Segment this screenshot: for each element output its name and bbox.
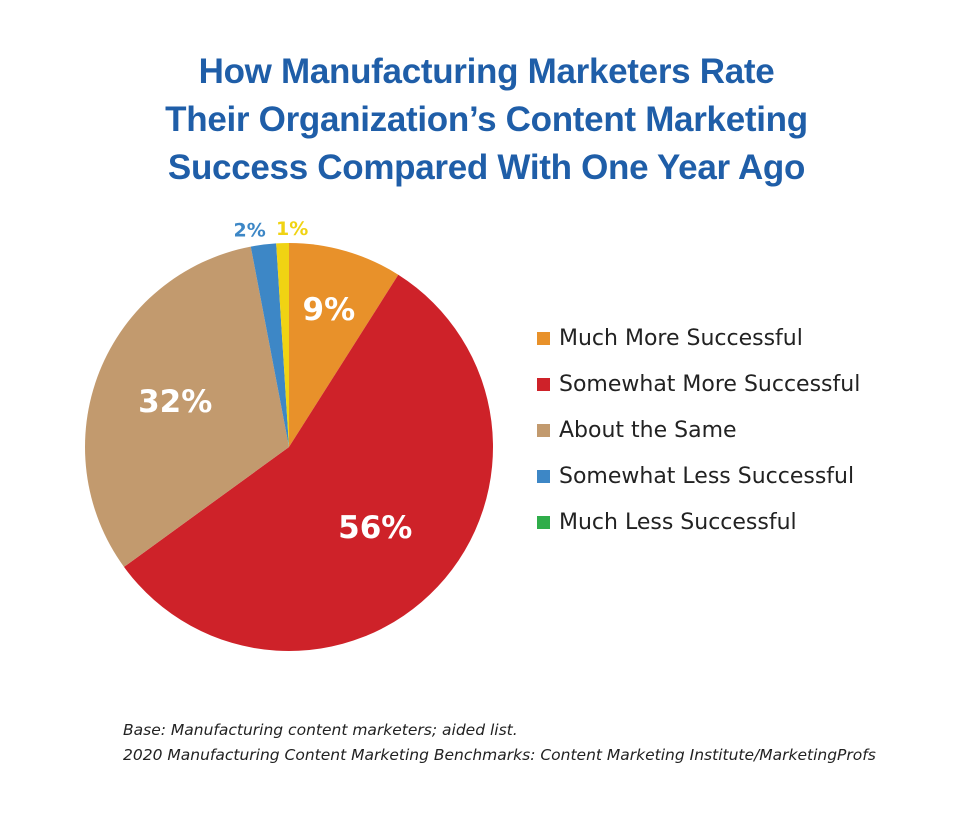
footnote-source: 2020 Manufacturing Content Marketing Ben…: [123, 746, 876, 764]
chart-title: How Manufacturing Marketers Rate Their O…: [0, 48, 973, 192]
legend-label: Much Less Successful: [559, 509, 797, 535]
legend-swatch: [537, 469, 550, 483]
legend-label: Somewhat More Successful: [559, 371, 861, 397]
title-line: How Manufacturing Marketers Rate: [198, 52, 775, 91]
footnote: Base: Manufacturing content marketers; a…: [123, 718, 876, 768]
footnote-base: Base: Manufacturing content marketers; a…: [123, 721, 518, 739]
slice-label: 32%: [138, 384, 212, 420]
slice-label: 56%: [338, 510, 412, 546]
legend-swatch: [537, 377, 550, 391]
legend-label: Much More Successful: [559, 325, 803, 351]
legend-item: Much More Successful: [537, 315, 860, 361]
legend-swatch: [537, 423, 550, 437]
slice-label: 9%: [303, 292, 356, 328]
legend-swatch: [537, 515, 550, 529]
legend-item: About the Same: [537, 407, 860, 453]
legend-label: Somewhat Less Successful: [559, 463, 855, 489]
pie-slice: [289, 243, 399, 447]
legend-item: Somewhat More Successful: [537, 361, 860, 407]
title-line: Their Organization’s Content Marketing: [165, 100, 808, 139]
pie-slice: [84, 246, 289, 567]
slice-label: 1%: [276, 218, 308, 240]
chart-legend: Much More Successful Somewhat More Succe…: [537, 315, 860, 545]
legend-swatch: [537, 331, 550, 345]
title-line: Success Compared With One Year Ago: [167, 148, 806, 187]
slice-label: 2%: [234, 219, 266, 241]
pie-slice: [123, 274, 493, 652]
pie-slice: [276, 243, 289, 447]
legend-item: Somewhat Less Successful: [537, 453, 860, 499]
legend-item: Much Less Successful: [537, 499, 860, 545]
pie-slice: [250, 243, 289, 447]
legend-label: About the Same: [559, 417, 737, 443]
